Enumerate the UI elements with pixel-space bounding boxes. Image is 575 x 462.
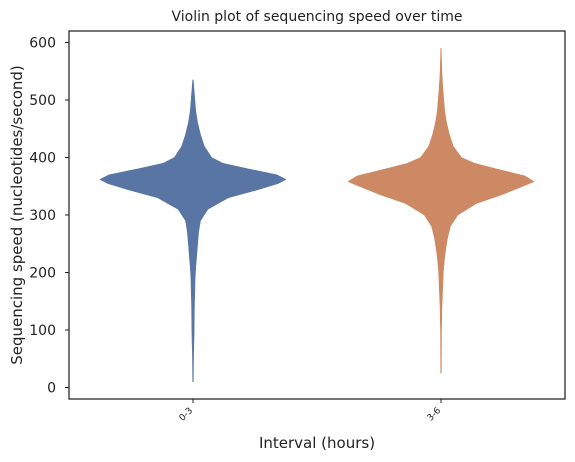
x-axis-label: Interval (hours) xyxy=(259,434,375,452)
y-tick-label: 100 xyxy=(29,323,56,339)
violin-0-3 xyxy=(99,79,287,383)
y-axis-label: Sequencing speed (nucleotides/second) xyxy=(8,65,26,365)
y-tick-label: 200 xyxy=(29,266,56,282)
x-axis: 0-3 3-6 xyxy=(178,399,444,424)
y-tick-label: 300 xyxy=(29,208,56,224)
y-axis: 0 100 200 300 400 500 600 xyxy=(29,36,69,397)
y-tick-label: 0 xyxy=(47,381,56,397)
y-tick-label: 600 xyxy=(29,36,56,52)
violin-3-6 xyxy=(347,47,535,374)
violins-layer xyxy=(99,47,535,383)
plot-frame xyxy=(68,30,566,400)
x-tick-label-0-3: 0-3 xyxy=(178,406,195,423)
x-tick-label-3-6: 3-6 xyxy=(426,406,444,424)
y-tick-label: 400 xyxy=(29,151,56,167)
y-tick-label: 500 xyxy=(29,93,56,109)
chart-title: Violin plot of sequencing speed over tim… xyxy=(171,9,462,25)
